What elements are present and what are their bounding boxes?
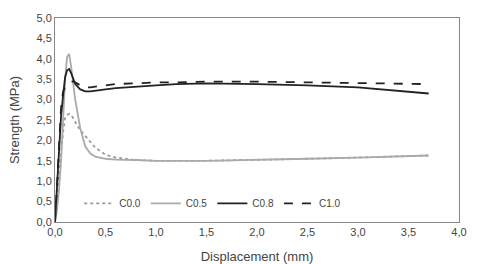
svg-text:3,5: 3,5 (37, 73, 52, 85)
svg-text:2,5: 2,5 (300, 226, 315, 238)
svg-text:0,0: 0,0 (37, 216, 52, 228)
svg-text:3,0: 3,0 (37, 93, 52, 105)
svg-text:5,0: 5,0 (37, 12, 52, 24)
svg-text:1,5: 1,5 (37, 155, 52, 167)
svg-text:0,5: 0,5 (98, 226, 113, 238)
svg-text:3,0: 3,0 (350, 226, 365, 238)
svg-text:1,0: 1,0 (148, 226, 163, 238)
svg-text:Displacement (mm): Displacement (mm) (201, 249, 314, 264)
svg-text:1,0: 1,0 (37, 175, 52, 187)
svg-text:C0.5: C0.5 (186, 198, 208, 209)
svg-text:C0.0: C0.0 (119, 198, 141, 209)
svg-text:C0.8: C0.8 (252, 198, 274, 209)
svg-text:2,0: 2,0 (37, 134, 52, 146)
svg-text:Strength (MPa): Strength (MPa) (7, 76, 22, 164)
svg-text:4,5: 4,5 (37, 32, 52, 44)
svg-text:0,0: 0,0 (47, 226, 62, 238)
svg-text:4,0: 4,0 (37, 53, 52, 65)
svg-text:C1.0: C1.0 (319, 198, 341, 209)
svg-text:2,5: 2,5 (37, 114, 52, 126)
svg-text:4,0: 4,0 (451, 226, 466, 238)
svg-text:2,0: 2,0 (249, 226, 264, 238)
svg-text:0,5: 0,5 (37, 195, 52, 207)
svg-text:1,5: 1,5 (199, 226, 214, 238)
svg-text:3,5: 3,5 (401, 226, 416, 238)
